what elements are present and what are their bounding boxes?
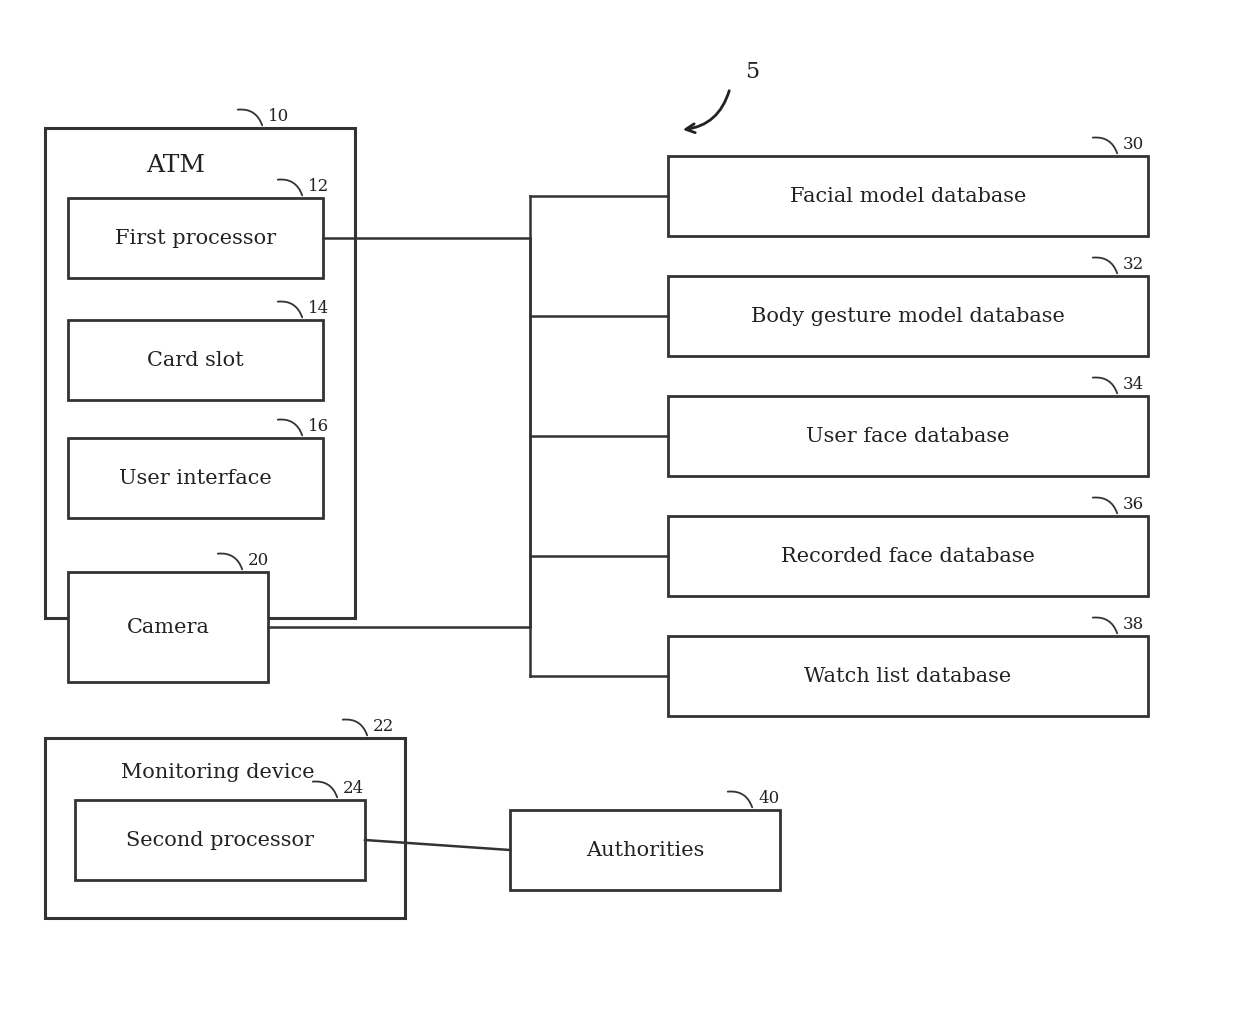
- Text: 24: 24: [343, 780, 365, 797]
- Text: 38: 38: [1123, 616, 1145, 633]
- Text: 34: 34: [1123, 376, 1145, 393]
- Text: Watch list database: Watch list database: [805, 667, 1012, 685]
- Bar: [45, 128, 355, 618]
- Text: 5: 5: [745, 61, 759, 83]
- Bar: [68, 320, 322, 400]
- Text: Second processor: Second processor: [126, 830, 314, 849]
- Bar: [68, 198, 322, 278]
- Text: 10: 10: [268, 108, 289, 125]
- Text: First processor: First processor: [115, 229, 277, 247]
- Text: 14: 14: [308, 300, 330, 317]
- Bar: [668, 276, 1148, 356]
- Bar: [668, 156, 1148, 236]
- Text: 30: 30: [1123, 136, 1145, 153]
- Text: 40: 40: [758, 790, 779, 807]
- Text: 32: 32: [1123, 256, 1145, 273]
- Text: Authorities: Authorities: [585, 840, 704, 860]
- Text: Body gesture model database: Body gesture model database: [751, 306, 1065, 326]
- Text: User interface: User interface: [119, 469, 272, 487]
- Text: ATM: ATM: [146, 154, 205, 178]
- Text: Monitoring device: Monitoring device: [122, 763, 315, 781]
- Bar: [68, 438, 322, 518]
- Bar: [45, 738, 405, 918]
- Bar: [74, 800, 365, 880]
- Bar: [510, 810, 780, 890]
- Bar: [668, 396, 1148, 476]
- Text: 36: 36: [1123, 496, 1145, 513]
- Text: Recorded face database: Recorded face database: [781, 546, 1035, 566]
- Text: Facial model database: Facial model database: [790, 187, 1027, 205]
- Text: 22: 22: [373, 718, 394, 735]
- Text: User face database: User face database: [806, 427, 1009, 445]
- Text: Camera: Camera: [126, 618, 210, 636]
- Text: Card slot: Card slot: [148, 350, 244, 370]
- Text: 12: 12: [308, 178, 330, 195]
- Text: 16: 16: [308, 418, 329, 435]
- Bar: [668, 516, 1148, 596]
- Bar: [68, 572, 268, 682]
- Text: 20: 20: [248, 552, 269, 569]
- Bar: [668, 636, 1148, 716]
